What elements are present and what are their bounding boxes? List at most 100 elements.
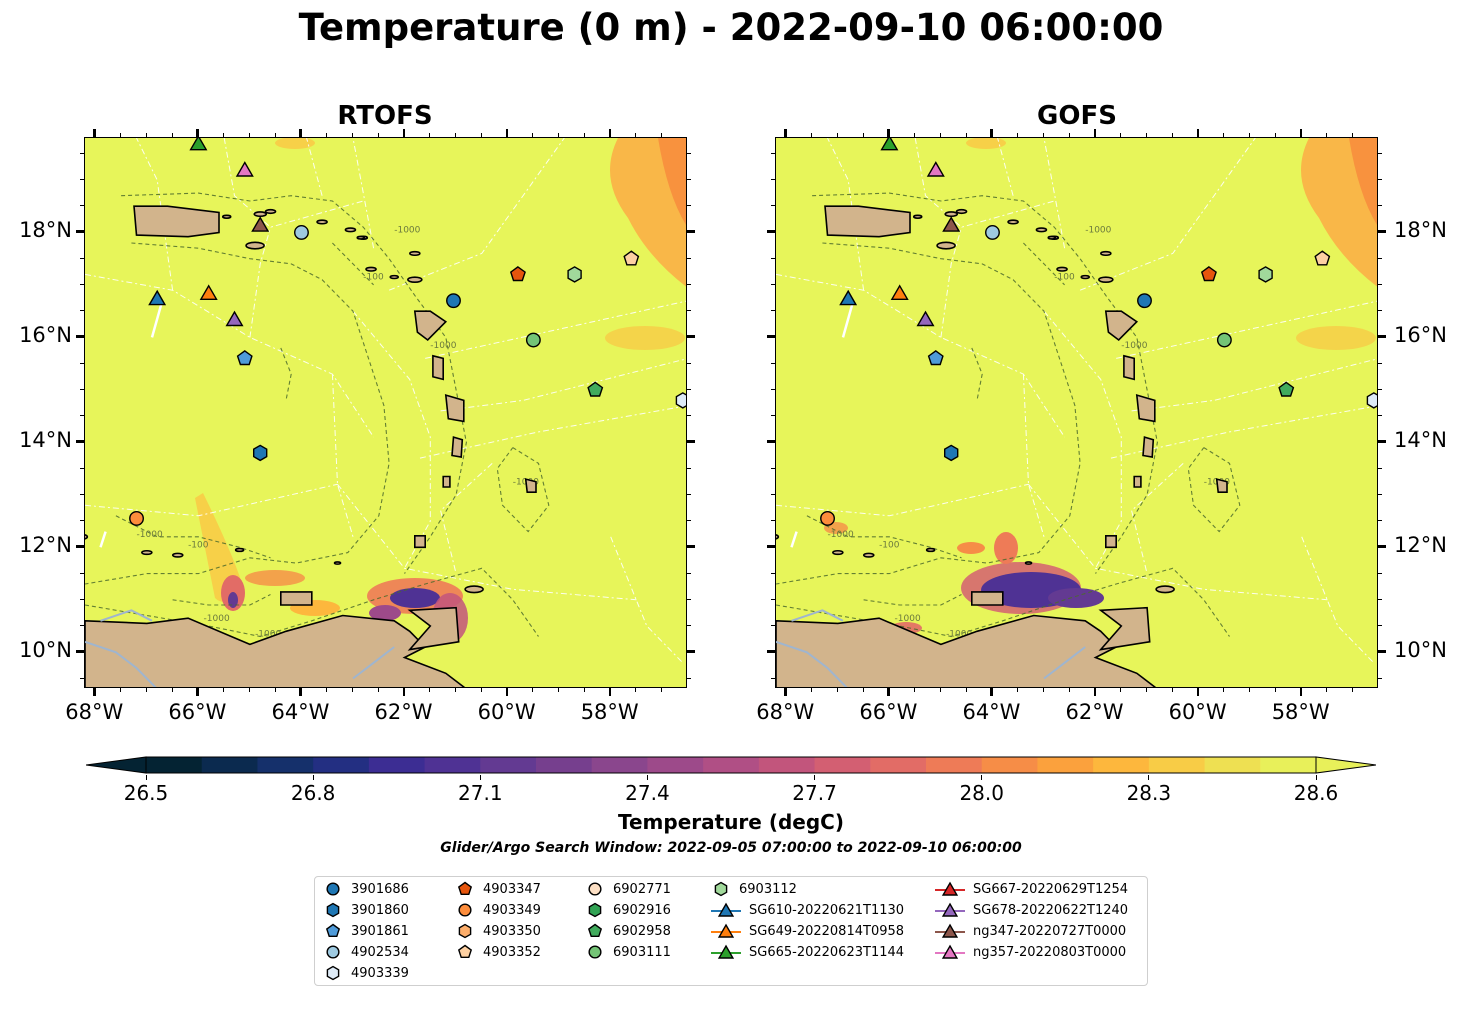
tick-bottom [887, 688, 890, 696]
tick-right [687, 545, 695, 548]
legend-marker-symbol[interactable] [458, 903, 472, 917]
obs-marker-3901861[interactable] [927, 350, 944, 366]
obs-marker-SG610-20220621T1130[interactable] [839, 289, 858, 306]
minor-tick-bottom [1326, 688, 1328, 692]
minor-tick-right [687, 310, 691, 312]
obs-marker-SG649-20220814T0958[interactable] [199, 284, 218, 301]
obs-marker-ng347-20220727T0000[interactable] [942, 216, 961, 232]
obs-marker-4903347[interactable] [1200, 266, 1217, 282]
obs-marker-4903339[interactable] [675, 392, 687, 409]
obs-marker-4903339[interactable] [1366, 392, 1378, 409]
obs-marker-4903349[interactable] [820, 511, 835, 526]
obs-marker-4903349[interactable] [129, 511, 144, 526]
minor-tick-left [80, 257, 84, 259]
obs-marker-6902958[interactable] [587, 381, 604, 397]
legend-marker-symbol[interactable] [588, 902, 602, 918]
legend-marker-symbol[interactable] [714, 881, 728, 897]
obs-marker-SG678-20220622T1240[interactable] [225, 310, 244, 327]
minor-tick-left [771, 152, 775, 154]
legend-marker-symbol[interactable] [326, 965, 340, 981]
obs-marker-SG678-20220622T1240[interactable] [916, 310, 935, 327]
legend-marker-symbol[interactable] [941, 944, 959, 959]
obs-marker-6903111[interactable] [1216, 332, 1232, 348]
obs-marker-4903347[interactable] [509, 266, 526, 282]
minor-tick-left [771, 205, 775, 207]
legend-marker-symbol[interactable] [941, 881, 959, 896]
map-panel-rtofs[interactable]: -100-1000-1000-100-1000-1000-1000-1000 [84, 137, 687, 688]
minor-tick-bottom [939, 688, 941, 692]
legend-marker-symbol[interactable] [457, 881, 473, 896]
obs-marker-4902534[interactable] [294, 225, 309, 240]
colorbar-bin [257, 757, 314, 773]
legend-marker-symbol[interactable] [941, 902, 959, 917]
tick-top [196, 129, 199, 137]
obs-marker-SG610-20220621T1130[interactable] [148, 289, 167, 306]
tick-top [505, 129, 509, 137]
map-panel-gofs[interactable]: -100-1000-1000-100-1000-1000-1000-1000 [775, 137, 1378, 688]
colorbar-tick-label: 27.4 [625, 781, 670, 805]
land [776, 205, 1228, 687]
minor-tick-top [811, 133, 813, 137]
obs-marker-4903352[interactable] [623, 250, 640, 266]
legend-marker-symbol[interactable] [325, 923, 341, 938]
legend-marker-symbol[interactable] [326, 902, 340, 918]
obs-marker-SG665-20220623T1144[interactable] [189, 138, 208, 151]
legend-marker-symbol[interactable] [326, 882, 340, 896]
minor-tick-left [80, 677, 84, 679]
legend-marker-symbol[interactable] [717, 902, 735, 917]
obs-marker-SG665-20220623T1144[interactable] [880, 138, 899, 151]
obs-marker-SG649-20220814T0958[interactable] [890, 284, 909, 301]
legend-marker-symbol[interactable] [326, 945, 340, 959]
legend-marker [326, 902, 340, 918]
legend-item: 4903349 [455, 902, 541, 918]
obs-marker-4902534[interactable] [985, 225, 1000, 240]
minor-tick-left [80, 625, 84, 627]
obs-marker-4903352[interactable] [1314, 250, 1331, 266]
colorbar-tick [312, 775, 314, 780]
legend-marker-symbol[interactable] [717, 944, 735, 959]
legend-marker-symbol[interactable] [587, 923, 603, 938]
obs-marker-3901686[interactable] [446, 293, 461, 309]
legend-marker-symbol[interactable] [717, 923, 735, 938]
obs-marker-6902958[interactable] [1278, 381, 1295, 397]
obs-marker-ng347-20220727T0000[interactable] [251, 216, 270, 232]
legend-marker-symbol[interactable] [457, 944, 473, 959]
legend-marker [457, 881, 473, 896]
minor-tick-left [80, 520, 84, 522]
legend-marker-symbol[interactable] [941, 923, 959, 938]
obs-marker-3901860[interactable] [252, 444, 268, 462]
rivers [776, 609, 1086, 687]
minor-tick-top [326, 133, 328, 137]
minor-tick-top [1352, 133, 1354, 137]
obs-marker-ng357-20220803T0000[interactable] [235, 161, 254, 177]
obs-marker-3901861[interactable] [236, 350, 253, 366]
legend-marker-symbol[interactable] [458, 923, 472, 939]
legend-item: 4902534 [323, 944, 409, 960]
minor-tick-top [862, 133, 864, 137]
minor-tick-left [771, 178, 775, 180]
minor-tick-top [377, 133, 379, 137]
svg-text:-1000: -1000 [430, 341, 456, 351]
tick-right [1378, 440, 1386, 443]
legend-marker-symbol[interactable] [588, 882, 602, 896]
obs-marker-6903112[interactable] [567, 266, 582, 283]
map-canvas: -100-1000-1000-100-1000-1000-1000-1000 [85, 138, 687, 687]
minor-tick-top [1274, 133, 1276, 137]
minor-tick-bottom [1249, 688, 1251, 692]
minor-tick-right [1378, 677, 1382, 679]
obs-marker-3901860[interactable] [943, 444, 959, 462]
minor-tick-top [248, 133, 250, 137]
colorbar-bin [1093, 757, 1150, 773]
colorbar-tick [646, 775, 648, 780]
obs-marker-6903111[interactable] [525, 332, 541, 348]
lat-label: 14°N [1394, 428, 1447, 453]
legend-marker-symbol[interactable] [588, 945, 602, 959]
obs-marker-3901686[interactable] [1137, 293, 1152, 309]
lon-label: 62°W [1065, 700, 1124, 724]
minor-tick-top [635, 133, 637, 137]
legend-label: SG649-20220814T0958 [749, 923, 905, 939]
obs-marker-ng357-20220803T0000[interactable] [926, 161, 945, 177]
minor-tick-left [80, 493, 84, 495]
obs-marker-6903112[interactable] [1258, 266, 1273, 283]
southern-anomaly [195, 493, 468, 643]
